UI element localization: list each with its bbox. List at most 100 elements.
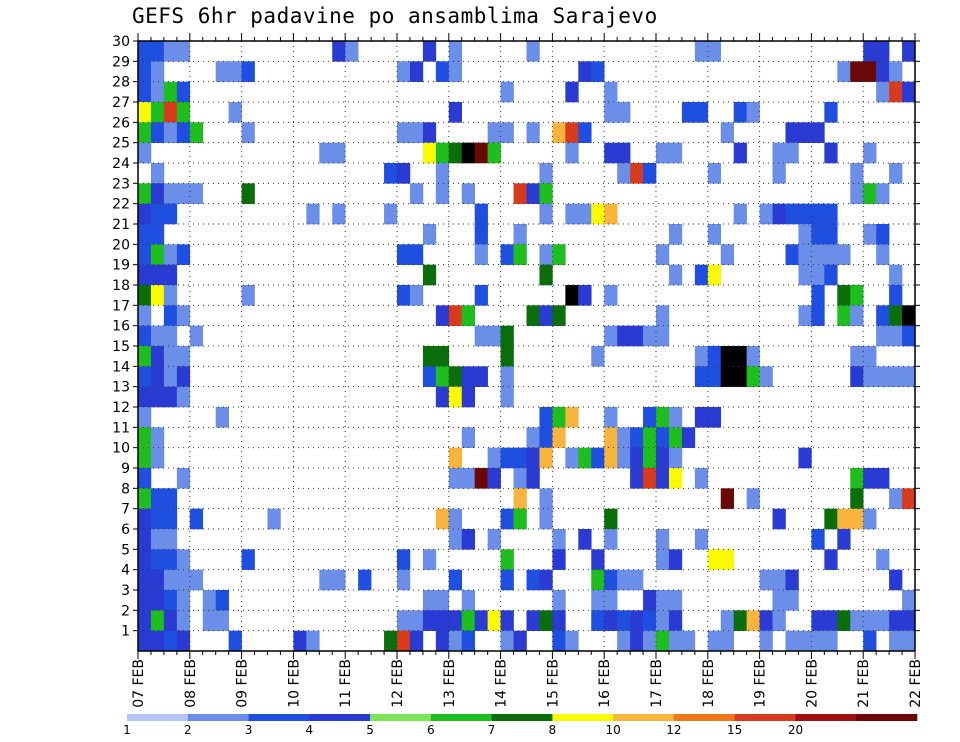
colorbar-swatch bbox=[613, 714, 675, 721]
heatmap-cell bbox=[772, 569, 786, 591]
heatmap-cell bbox=[565, 81, 579, 103]
heatmap-cell bbox=[150, 81, 165, 103]
y-tick-label: 4 bbox=[121, 563, 130, 579]
heatmap-cell bbox=[889, 81, 903, 103]
heatmap-cell bbox=[772, 590, 786, 611]
heatmap-cell bbox=[552, 529, 566, 550]
heatmap-cell bbox=[150, 529, 165, 550]
heatmap-cell bbox=[733, 142, 747, 164]
heatmap-cell bbox=[591, 590, 605, 611]
heatmap-cell bbox=[435, 305, 450, 326]
heatmap-cell bbox=[150, 508, 165, 530]
y-tick-label: 11 bbox=[112, 420, 130, 436]
heatmap-cell bbox=[176, 630, 191, 652]
heatmap-cell bbox=[409, 610, 424, 631]
heatmap-cell bbox=[668, 447, 683, 469]
heatmap-cell bbox=[746, 610, 760, 631]
heatmap-cell bbox=[306, 630, 320, 652]
colorbar-label: 5 bbox=[366, 723, 374, 737]
heatmap-cell bbox=[163, 610, 178, 631]
axes: 1234567891011121314151617181920212223242… bbox=[112, 33, 924, 708]
heatmap-cell bbox=[668, 264, 683, 286]
heatmap-cell bbox=[656, 244, 670, 265]
heatmap-cell bbox=[474, 468, 488, 489]
heatmap-cell bbox=[422, 264, 437, 286]
heatmap-cell bbox=[397, 610, 411, 631]
heatmap-cell bbox=[863, 183, 877, 204]
heatmap-cell bbox=[138, 610, 152, 631]
colorbar-swatch bbox=[187, 714, 249, 721]
heatmap-cell bbox=[513, 447, 527, 469]
heatmap-cell bbox=[617, 610, 631, 631]
heatmap-cell bbox=[176, 81, 191, 103]
heatmap-cell bbox=[785, 122, 799, 143]
grid-lines bbox=[138, 41, 915, 651]
heatmap-cell bbox=[138, 102, 152, 123]
heatmap-cell bbox=[837, 508, 851, 530]
heatmap-cell bbox=[811, 610, 825, 631]
heatmap-cell bbox=[163, 102, 178, 123]
heatmap-cell bbox=[681, 630, 696, 652]
heatmap-cell bbox=[824, 549, 838, 570]
x-tick-label: 12 FEB bbox=[390, 659, 406, 708]
heatmap-cell bbox=[604, 325, 618, 347]
heatmap-cell bbox=[474, 366, 488, 387]
heatmap-cell bbox=[448, 529, 463, 550]
heatmap-cell bbox=[668, 610, 683, 631]
y-tick-label: 19 bbox=[112, 258, 130, 274]
heatmap-cell bbox=[630, 427, 644, 448]
heatmap-cell bbox=[591, 203, 605, 225]
heatmap-cell bbox=[850, 183, 864, 204]
heatmap-cell bbox=[306, 203, 320, 225]
heatmap-cell bbox=[578, 61, 592, 82]
x-tick-label: 15 FEB bbox=[545, 659, 561, 708]
heatmap-cell bbox=[863, 610, 877, 631]
heatmap-cell bbox=[565, 407, 579, 428]
heatmap-cell bbox=[552, 122, 566, 143]
heatmap-cell bbox=[397, 569, 411, 591]
heatmap-cell bbox=[837, 610, 851, 631]
heatmap-cell bbox=[241, 183, 255, 204]
heatmap-cell bbox=[539, 407, 553, 428]
heatmap-cell bbox=[513, 630, 527, 652]
heatmap-cell bbox=[863, 468, 877, 489]
heatmap-cell bbox=[461, 386, 475, 408]
heatmap-cell bbox=[811, 630, 825, 652]
heatmap-cell bbox=[150, 122, 165, 143]
y-tick-label: 10 bbox=[112, 441, 130, 457]
heatmap-cell bbox=[643, 407, 657, 428]
heatmap-cell bbox=[435, 630, 450, 652]
heatmap-cell bbox=[150, 630, 165, 652]
heatmap-cell bbox=[772, 508, 786, 530]
heatmap-cell bbox=[150, 102, 165, 123]
x-tick-label: 14 FEB bbox=[494, 659, 510, 708]
heatmap-cell bbox=[422, 122, 437, 143]
heatmap-cell bbox=[876, 366, 890, 387]
x-tick-label: 16 FEB bbox=[597, 659, 613, 708]
heatmap-cell bbox=[668, 590, 683, 611]
heatmap-cell bbox=[578, 285, 592, 306]
heatmap-cell bbox=[150, 325, 165, 347]
heatmap-cell bbox=[707, 163, 722, 184]
heatmap-cell bbox=[138, 305, 152, 326]
heatmap-cell bbox=[720, 366, 734, 387]
heatmap-cell bbox=[435, 610, 450, 631]
heatmap-cell bbox=[163, 590, 178, 611]
heatmap-cell bbox=[604, 203, 618, 225]
heatmap-cell bbox=[163, 183, 178, 204]
heatmap-cell bbox=[591, 346, 605, 367]
heatmap-cell bbox=[798, 244, 812, 265]
heatmap-cell bbox=[668, 630, 683, 652]
heatmap-cell bbox=[358, 569, 372, 591]
heatmap-cell bbox=[448, 102, 463, 123]
heatmap-cell bbox=[876, 41, 890, 62]
heatmap-cell bbox=[604, 102, 618, 123]
heatmap-cell bbox=[759, 630, 773, 652]
heatmap-cell bbox=[150, 224, 165, 245]
heatmap-cell bbox=[668, 427, 683, 448]
heatmap-cell bbox=[785, 590, 799, 611]
heatmap-cell bbox=[746, 488, 760, 509]
y-tick-label: 29 bbox=[112, 54, 130, 70]
y-tick-label: 27 bbox=[112, 95, 130, 111]
heatmap-cell bbox=[876, 610, 890, 631]
